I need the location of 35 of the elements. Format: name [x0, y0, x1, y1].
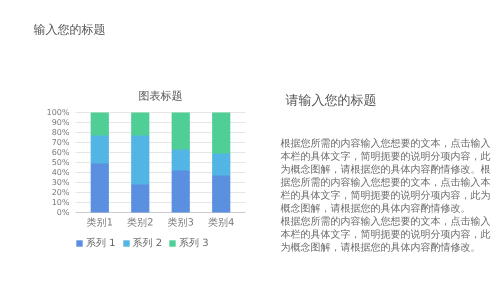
chart-title: 图表标题: [138, 90, 182, 102]
legend-label: 系列 3: [179, 236, 209, 250]
y-tick-label: 0%: [56, 208, 70, 217]
x-tick-label: 类别1: [86, 216, 113, 228]
y-tick-label: 10%: [52, 198, 70, 207]
y-tick-label: 40%: [52, 168, 70, 177]
bar: [90, 112, 109, 136]
y-tick-label: 60%: [52, 148, 70, 157]
bar: [90, 136, 109, 164]
y-tick-label: 50%: [52, 158, 70, 167]
text: 请输入您的标题: [286, 94, 376, 108]
text: 根据您所需的内容输入您想要的文本，点击输入本栏的具体文字，简明扼要的说明分项内容，此为概念图解，请根据您的具体内容酌情修改。: [280, 216, 490, 254]
y-tick-label: 20%: [52, 188, 70, 197]
y-tick-label: 90%: [52, 118, 70, 127]
legend-label: 系列 2: [132, 236, 162, 250]
bar: [172, 170, 190, 212]
bar: [131, 112, 150, 136]
bar: [212, 154, 230, 176]
x-tick-label: 类别4: [208, 216, 234, 228]
y-tick-label: 30%: [52, 178, 70, 187]
legend-label: 系列 1: [86, 236, 116, 250]
bar: [172, 112, 190, 150]
bar: [212, 112, 230, 154]
bar: [172, 150, 190, 170]
bar: [131, 184, 150, 212]
y-tick-label: 70%: [52, 138, 70, 147]
text: 根据您所需的内容输入您想要的文本，点击输入本栏的具体文字，简明扼要的说明分项内容，此为概念图解，请根据您的具体内容酌情修改。根据您所需的内容输入您想要的文本，点击输入本栏的具体文字，简明扼要的说明分项内容，此为概念图解，请根据您的具体内容酌情修改。: [280, 138, 490, 214]
bar: [90, 164, 109, 212]
text: 输入您的标题: [34, 22, 106, 36]
y-tick-label: 100%: [46, 108, 70, 117]
y-tick-label: 80%: [52, 128, 70, 137]
x-tick-label: 类别3: [168, 216, 194, 228]
bar: [212, 176, 230, 212]
bar: [131, 136, 150, 184]
x-tick-label: 类别2: [127, 216, 154, 228]
